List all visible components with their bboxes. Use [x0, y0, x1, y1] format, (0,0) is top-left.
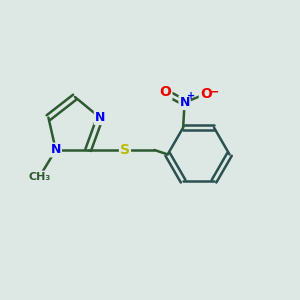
Text: S: S — [120, 143, 130, 157]
Text: N: N — [179, 96, 190, 109]
Text: +: + — [187, 91, 195, 101]
Text: O: O — [200, 87, 212, 101]
Text: N: N — [51, 143, 61, 157]
Text: −: − — [209, 86, 219, 99]
Text: O: O — [160, 85, 171, 99]
Text: N: N — [95, 111, 105, 124]
Text: CH₃: CH₃ — [28, 172, 51, 182]
